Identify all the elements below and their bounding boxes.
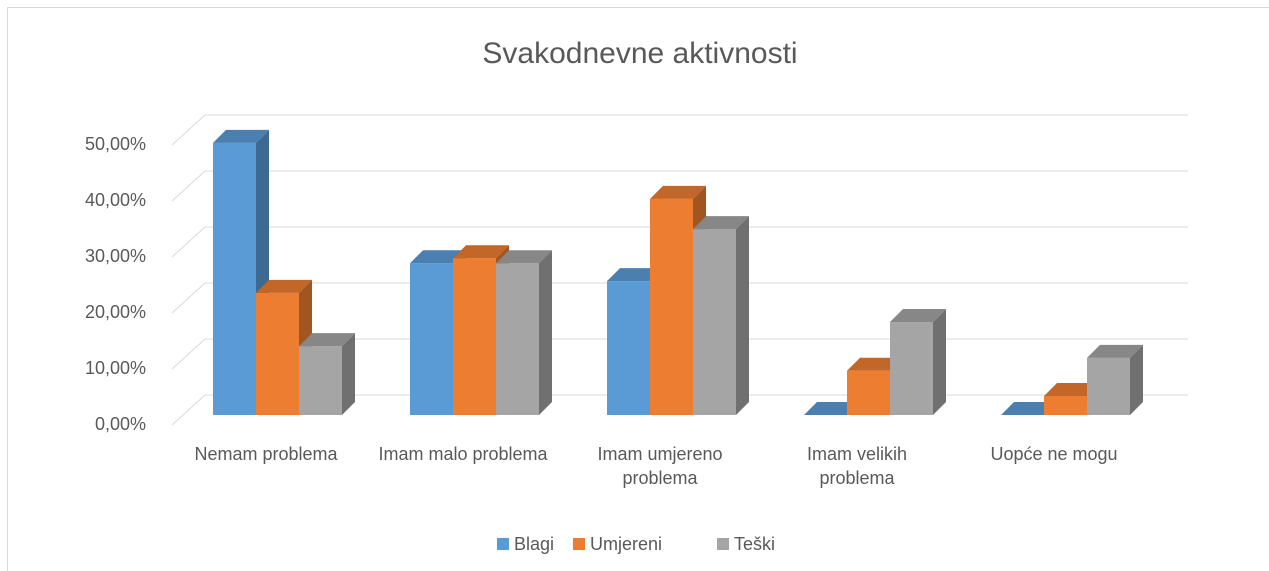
bar bbox=[1001, 402, 1057, 415]
bar bbox=[804, 402, 860, 415]
bar-top bbox=[693, 216, 749, 230]
bar-front bbox=[650, 198, 693, 415]
bar-side bbox=[342, 333, 355, 415]
x-tick-label: Nemam problema bbox=[194, 444, 338, 464]
bar-top bbox=[1044, 382, 1100, 396]
bar-side bbox=[1130, 344, 1143, 415]
bar bbox=[213, 129, 269, 415]
x-tick-label-box: Imam velikih problema bbox=[806, 444, 908, 488]
bar-side bbox=[933, 309, 946, 415]
x-tick-label: Imam velikih problema bbox=[806, 444, 908, 488]
grid-line bbox=[171, 338, 1188, 370]
bar-top bbox=[1087, 344, 1143, 358]
bar bbox=[1087, 344, 1143, 415]
bar-front bbox=[453, 258, 496, 415]
legend-label: Teški bbox=[734, 534, 775, 554]
bar-top bbox=[496, 250, 552, 264]
x-tick-label: Uopće ne mogu bbox=[990, 444, 1118, 464]
legend-swatch bbox=[717, 538, 729, 550]
x-tick-label-box: Uopće ne mogu bbox=[990, 444, 1118, 464]
bar-front bbox=[607, 281, 650, 415]
x-tick-label: Imam umjereno problema bbox=[597, 444, 723, 488]
legend-swatch bbox=[497, 538, 509, 550]
bar-front bbox=[496, 263, 539, 415]
y-tick-label: 50,00% bbox=[85, 134, 146, 154]
bar-top bbox=[256, 279, 312, 293]
x-tick-label-box: Imam malo problema bbox=[378, 444, 548, 464]
legend-swatch bbox=[573, 538, 585, 550]
bar-front bbox=[410, 263, 453, 415]
bar-top bbox=[1001, 402, 1057, 415]
bar-top bbox=[213, 129, 269, 143]
bar-top bbox=[890, 309, 946, 323]
bar-top bbox=[299, 333, 355, 347]
y-tick-label: 10,00% bbox=[85, 358, 146, 378]
y-tick-label: 30,00% bbox=[85, 246, 146, 266]
y-tick-label: 40,00% bbox=[85, 190, 146, 210]
bar-front bbox=[890, 322, 933, 415]
bar-side bbox=[539, 250, 552, 415]
legend-label: Blagi bbox=[514, 534, 554, 554]
grid-line bbox=[171, 114, 1188, 146]
grid-line bbox=[171, 282, 1188, 314]
grid-line bbox=[171, 170, 1188, 202]
bar-top bbox=[607, 268, 663, 282]
bar-front bbox=[847, 370, 890, 415]
x-tick-label-box: Imam umjereno problema bbox=[597, 444, 723, 488]
bar-front bbox=[1087, 357, 1130, 415]
bar bbox=[496, 250, 552, 415]
chart-title: Svakodnevne aktivnosti bbox=[482, 37, 797, 70]
bar-front bbox=[213, 142, 256, 415]
y-tick-label: 0,00% bbox=[95, 414, 146, 434]
bar-front bbox=[1044, 395, 1087, 415]
bar-top bbox=[410, 250, 466, 264]
bar-top bbox=[453, 245, 509, 259]
legend-label: Umjereni bbox=[590, 534, 662, 554]
x-tick-label-box: Nemam problema bbox=[194, 444, 338, 464]
bar bbox=[693, 216, 749, 415]
y-tick-label: 20,00% bbox=[85, 302, 146, 322]
x-tick-label: Imam malo problema bbox=[378, 444, 548, 464]
bar-front bbox=[299, 346, 342, 415]
bar bbox=[299, 333, 355, 415]
grid-line bbox=[171, 226, 1188, 258]
bar-side bbox=[736, 216, 749, 415]
bar-front bbox=[693, 229, 736, 415]
bar-top bbox=[804, 402, 860, 415]
chart-border bbox=[7, 7, 1269, 571]
bar-front bbox=[256, 292, 299, 415]
bar-top bbox=[847, 357, 903, 371]
bar-top bbox=[650, 185, 706, 199]
bar bbox=[890, 309, 946, 415]
